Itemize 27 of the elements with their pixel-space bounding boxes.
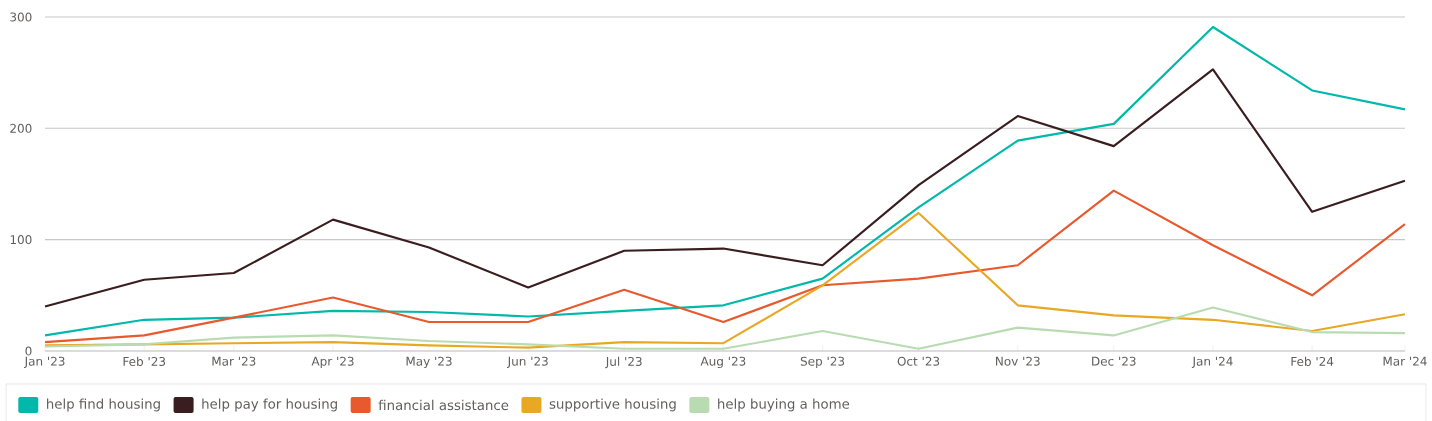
x-tick-label: May '23 bbox=[406, 356, 452, 369]
x-tick-label: Nov '23 bbox=[996, 356, 1040, 366]
x-tick-label: Mar '23 bbox=[212, 356, 256, 366]
x-tick-label: Mar '24 bbox=[1383, 356, 1427, 366]
legend-label: help buying a home bbox=[718, 398, 850, 412]
legend-label: supportive housing bbox=[549, 398, 676, 412]
x-tick-label: Feb '23 bbox=[123, 356, 166, 366]
x-tick-label: Feb '24 bbox=[1291, 356, 1334, 366]
y-tick-label: 300 bbox=[10, 12, 32, 22]
x-tick-label: Aug '23 bbox=[700, 356, 746, 369]
x-tick-label: Jul '23 bbox=[605, 356, 642, 369]
x-tick-label: Jan '24 bbox=[1191, 356, 1233, 369]
x-tick-label: Apr '23 bbox=[311, 356, 354, 369]
x-tick-label: Oct '23 bbox=[897, 356, 940, 366]
line-series bbox=[43, 25, 1407, 337]
line-series bbox=[43, 189, 1407, 344]
legend-label: help find housing bbox=[47, 398, 160, 412]
x-tick-label: Jan '23 bbox=[23, 356, 65, 369]
y-tick-label: 0 bbox=[25, 346, 32, 356]
y-tick-label: 100 bbox=[10, 235, 32, 245]
x-tick-label: Jun '23 bbox=[507, 356, 548, 369]
y-tick-label: 200 bbox=[10, 123, 32, 133]
x-tick-label: Sep '23 bbox=[800, 356, 845, 369]
legend-label: help pay for housing bbox=[202, 398, 337, 412]
x-tick-label: Dec '23 bbox=[1092, 356, 1136, 366]
line-series bbox=[43, 68, 1407, 308]
legend-label: financial assistance bbox=[378, 399, 509, 411]
